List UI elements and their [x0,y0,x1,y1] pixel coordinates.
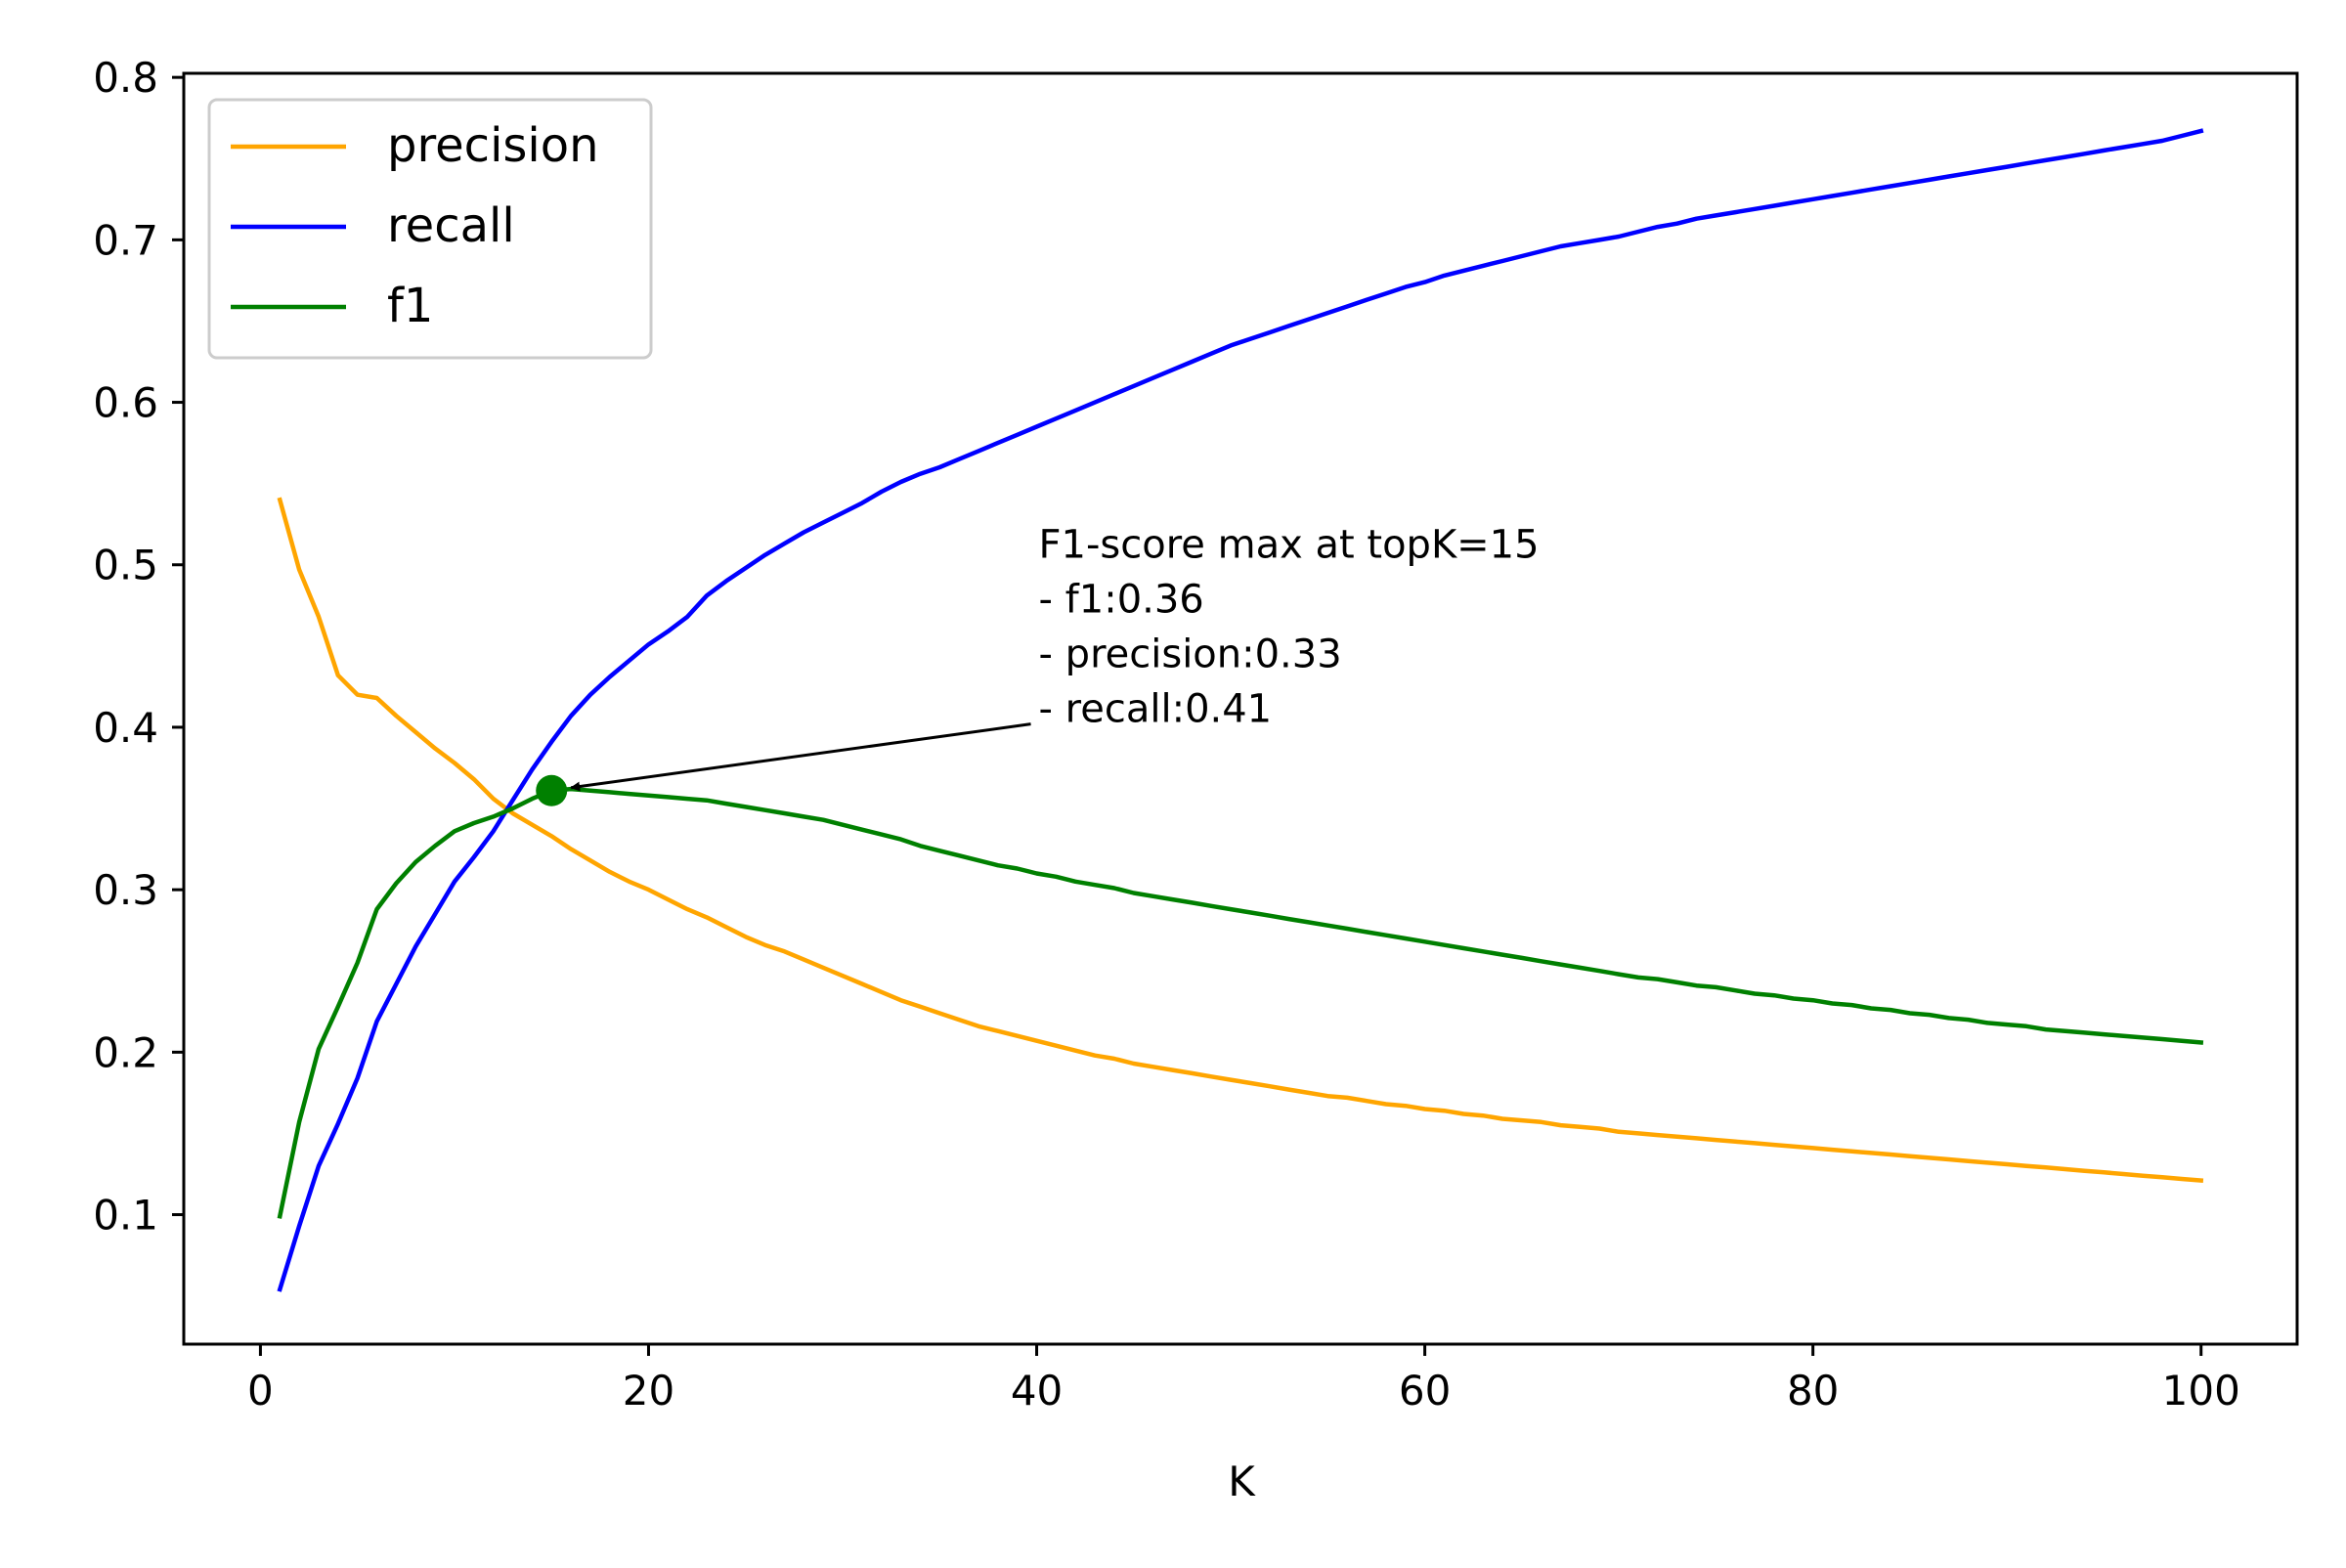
annotation-line: - f1:0.36 [1039,578,1204,623]
y-tick-label: 0.5 [93,542,158,589]
y-tick-label: 0.3 [93,866,158,914]
x-tick-label: 0 [247,1367,274,1415]
annotation-layer: F1-score max at topK=15 - f1:0.36 - precis… [570,523,1540,792]
x-axis: 0 20 40 60 80 100 [247,1344,2240,1415]
x-axis-label: K [1228,1458,1256,1505]
legend-label-recall: recall [387,198,515,253]
legend: precision recall f1 [207,98,653,360]
legend-label-f1: f1 [387,279,433,333]
f1-max-marker [536,774,568,806]
annotation-line: F1-score max at topK=15 [1039,523,1540,568]
x-tick-label: 40 [1011,1367,1063,1415]
x-tick-label: 100 [2162,1367,2240,1415]
legend-box [207,98,653,360]
series-line-f1 [277,786,2204,1219]
annotation-line: - recall:0.41 [1039,687,1273,732]
y-tick-label: 0.8 [93,54,158,102]
series-line-recall [277,128,2204,1292]
annotation-arrow [570,722,1031,792]
x-tick-label: 80 [1787,1367,1839,1415]
plot-frame [182,71,2299,1346]
y-tick-label: 0.7 [93,216,158,264]
x-tick-label: 60 [1399,1367,1451,1415]
y-axis: 0.1 0.2 0.3 0.4 0.5 0.6 0.7 0.8 [93,54,184,1240]
y-tick-label: 0.4 [93,704,158,752]
annotation-line: - precision:0.33 [1039,632,1342,677]
x-tick-label: 20 [623,1367,674,1415]
y-tick-label: 0.1 [93,1192,158,1240]
y-tick-label: 0.6 [93,379,158,427]
highlight-layer [536,774,568,806]
series-line-precision [277,497,2204,1184]
y-tick-label: 0.2 [93,1028,158,1076]
legend-label-precision: precision [387,118,599,173]
series-layer [277,128,2204,1292]
